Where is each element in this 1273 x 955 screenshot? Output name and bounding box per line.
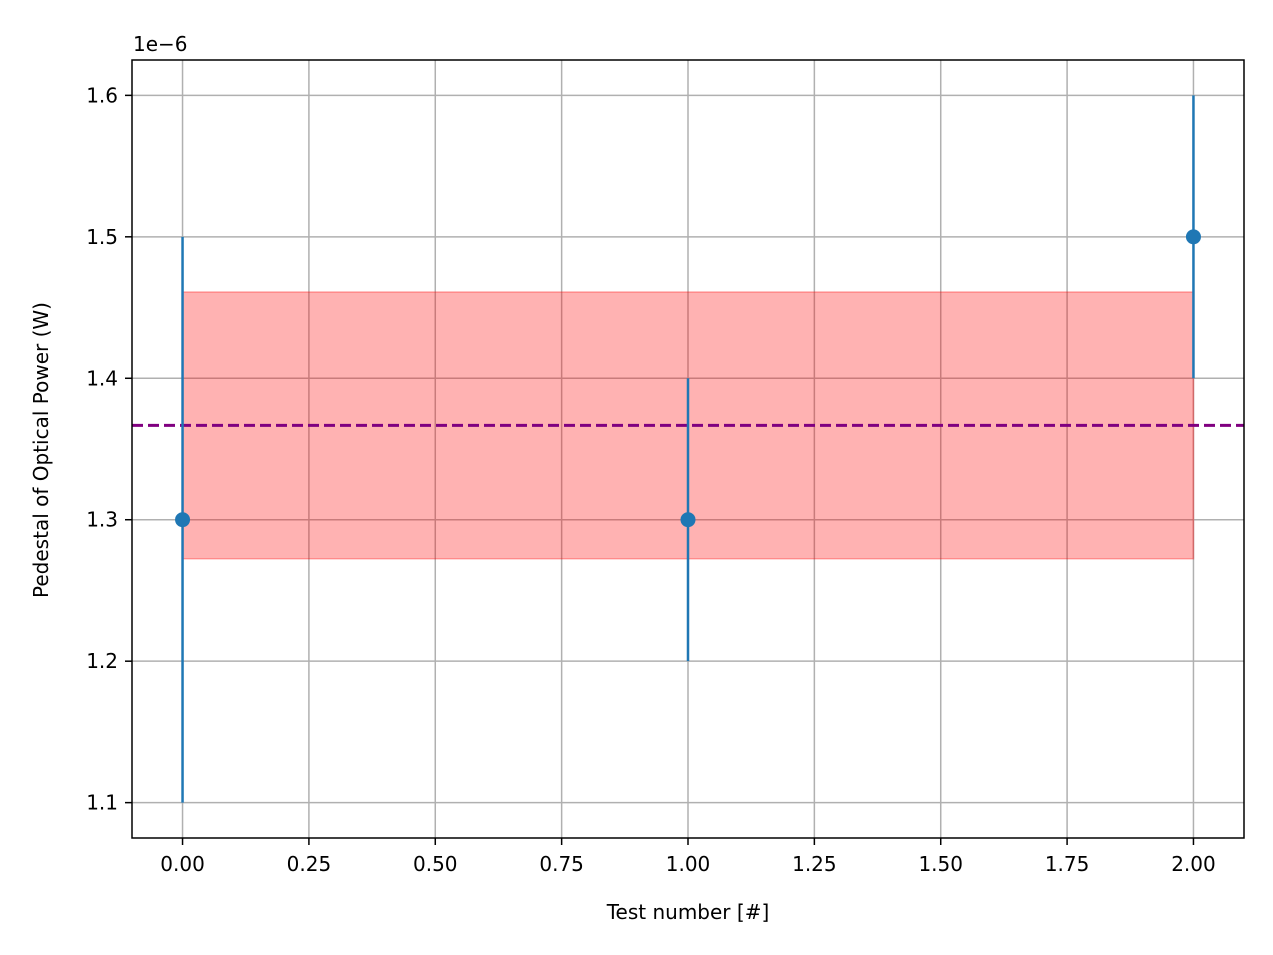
data-point — [680, 512, 696, 528]
data-series — [175, 95, 1201, 803]
ticks: 0.00 0.25 0.50 0.75 1.00 1.25 1.50 1.75 2.00 1.1 1… — [86, 83, 1216, 876]
y-tick-label: 1.5 — [86, 225, 118, 249]
y-tick-label: 1.2 — [86, 649, 118, 673]
x-tick-label: 1.00 — [666, 852, 711, 876]
x-axis-label: Test number [#] — [606, 900, 770, 924]
y-tick-label: 1.3 — [86, 508, 118, 532]
y-offset-label: 1e−6 — [133, 32, 188, 56]
x-tick-label: 1.75 — [1045, 852, 1090, 876]
x-tick-label: 0.50 — [413, 852, 458, 876]
y-tick-label: 1.6 — [86, 83, 118, 107]
data-point — [1185, 229, 1201, 245]
y-tick-label: 1.4 — [86, 366, 118, 390]
y-tick-label: 1.1 — [86, 791, 118, 815]
x-tick-label: 0.25 — [287, 852, 332, 876]
data-point — [175, 512, 191, 528]
x-tick-label: 1.50 — [918, 852, 963, 876]
x-tick-label: 0.75 — [539, 852, 584, 876]
y-axis-label: Pedestal of Optical Power (W) — [29, 302, 53, 598]
x-tick-label: 2.00 — [1171, 852, 1216, 876]
x-tick-label: 1.25 — [792, 852, 837, 876]
x-tick-label: 0.00 — [160, 852, 205, 876]
